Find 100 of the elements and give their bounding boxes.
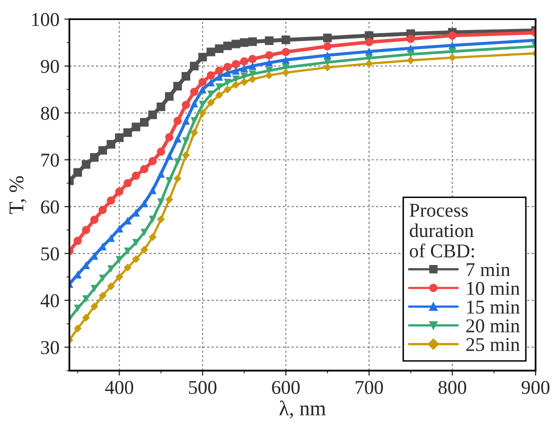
- point: [174, 158, 182, 166]
- point: [73, 168, 82, 177]
- point: [232, 60, 240, 68]
- point: [198, 108, 207, 117]
- point: [90, 153, 99, 162]
- legend-label: 15 min: [467, 300, 520, 314]
- point: [174, 134, 182, 143]
- y-tick-label: 100: [32, 12, 59, 26]
- point: [448, 31, 456, 40]
- point: [324, 64, 332, 72]
- y-axis-title: T, %: [9, 176, 26, 214]
- legend-label: 7 min: [466, 263, 510, 276]
- point: [74, 324, 82, 332]
- legend-label: 20 min: [466, 319, 520, 332]
- point: [132, 172, 140, 180]
- point: [215, 66, 224, 75]
- point: [140, 246, 148, 254]
- point: [140, 118, 149, 127]
- point: [166, 177, 173, 185]
- point: [115, 272, 124, 281]
- point: [198, 100, 206, 108]
- point: [82, 226, 90, 234]
- point: [164, 92, 174, 101]
- point: [182, 116, 190, 125]
- point: [132, 255, 140, 264]
- y-tick-label: 60: [41, 200, 59, 214]
- y-tick-label: 70: [41, 154, 59, 167]
- point: [265, 51, 274, 60]
- point: [232, 40, 240, 48]
- point: [148, 233, 157, 241]
- legend-title: Process duration of CBD:: [410, 204, 474, 258]
- point: [206, 48, 216, 56]
- point: [264, 36, 274, 46]
- point: [265, 58, 274, 67]
- point: [448, 54, 456, 62]
- x-tick-label: 500: [189, 380, 216, 394]
- point: [206, 71, 215, 80]
- point: [157, 215, 165, 224]
- point: [282, 48, 290, 56]
- point: [224, 86, 232, 94]
- x-tick-label: 600: [272, 380, 300, 394]
- point: [190, 128, 198, 136]
- x-tick-label: 700: [356, 380, 383, 394]
- point: [132, 122, 140, 132]
- point: [98, 206, 107, 214]
- point: [407, 50, 414, 58]
- point: [190, 117, 198, 125]
- point: [232, 75, 240, 83]
- point: [232, 66, 240, 75]
- point: [165, 196, 174, 204]
- point: [190, 100, 198, 108]
- point: [232, 80, 240, 89]
- point: [90, 302, 98, 310]
- point: [157, 170, 165, 178]
- y-tick-label: 90: [40, 60, 59, 73]
- point: [198, 78, 207, 86]
- point: [174, 174, 182, 182]
- point: [282, 68, 290, 77]
- point: [190, 88, 198, 96]
- legend-label: 10 min: [467, 282, 520, 295]
- point: [106, 140, 116, 149]
- y-tick-label: 30: [41, 341, 59, 354]
- point: [323, 42, 332, 50]
- point: [240, 57, 248, 66]
- point: [282, 35, 290, 44]
- point: [107, 282, 115, 290]
- point: [124, 179, 132, 188]
- point: [224, 69, 232, 77]
- point: [198, 52, 207, 62]
- point: [198, 86, 206, 94]
- x-tick-label: 900: [522, 380, 550, 394]
- point: [148, 216, 156, 223]
- point: [115, 133, 124, 142]
- y-tick-label: 50: [41, 247, 59, 260]
- point: [156, 148, 166, 156]
- point: [240, 78, 248, 86]
- point: [74, 236, 82, 245]
- point: [182, 137, 190, 145]
- point: [323, 34, 332, 42]
- point: [240, 38, 249, 47]
- point: [165, 152, 174, 160]
- point: [157, 198, 165, 206]
- point: [82, 160, 90, 169]
- point: [365, 60, 374, 68]
- point: [182, 100, 190, 110]
- y-tick-label: 80: [40, 106, 59, 120]
- point: [182, 72, 190, 81]
- point: [115, 188, 124, 196]
- point: [223, 62, 232, 72]
- point: [156, 102, 166, 112]
- point: [148, 110, 157, 120]
- y-tick-label: 40: [40, 294, 59, 308]
- point: [124, 264, 132, 272]
- point: [90, 216, 98, 224]
- point: [165, 133, 174, 142]
- point: [406, 56, 415, 64]
- point: [448, 48, 456, 56]
- point: [224, 78, 232, 86]
- legend-label: 25 min: [466, 338, 520, 352]
- x-tick-label: 400: [105, 380, 134, 394]
